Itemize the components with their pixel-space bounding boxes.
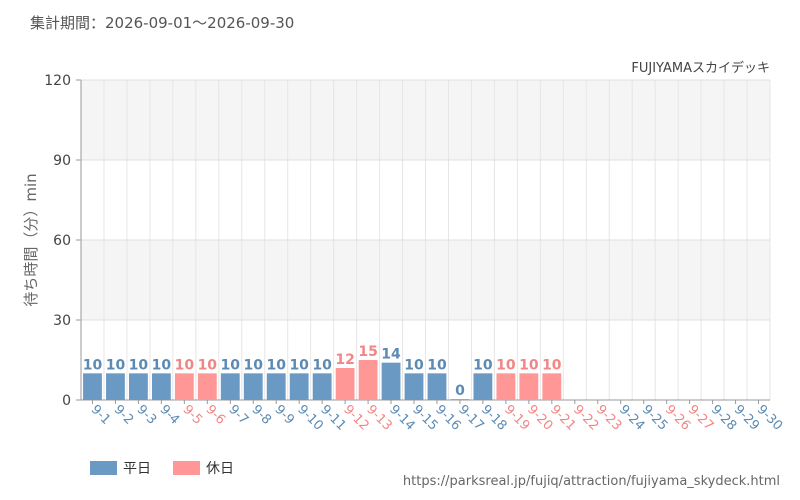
value-label-9-4: 10 <box>152 357 172 373</box>
x-tick-label-9-3: 9-3 <box>134 402 160 428</box>
y-tick-label: 120 <box>44 73 71 89</box>
value-label-9-16: 10 <box>427 357 447 373</box>
x-tick-label-9-8: 9-8 <box>248 402 274 428</box>
legend-holiday: 休日 <box>173 458 234 478</box>
value-label-9-3: 10 <box>129 357 149 373</box>
wait-time-bar-chart: 0306090120待ち時間（分）minFUJIYAMAスカイデッキ109-11… <box>22 60 785 434</box>
period-text: 集計期間：2026-09-01～2026-09-30 <box>30 14 295 32</box>
x-tick-label-9-5: 9-5 <box>180 402 206 428</box>
value-label-9-1: 10 <box>83 357 103 373</box>
x-tick-label-9-2: 9-2 <box>111 402 137 428</box>
value-label-9-6: 10 <box>198 357 218 373</box>
value-label-9-18: 10 <box>473 357 493 373</box>
bar-9-14 <box>381 362 401 400</box>
value-label-9-10: 10 <box>289 357 309 373</box>
value-label-9-11: 10 <box>312 357 332 373</box>
x-tick-label-9-6: 9-6 <box>202 402 228 428</box>
x-tick-label-9-10: 9-10 <box>294 402 325 433</box>
bar-9-13 <box>358 360 378 400</box>
value-label-9-2: 10 <box>106 357 126 373</box>
legend-weekday-label: 平日 <box>123 461 151 477</box>
bar-9-21 <box>542 373 562 400</box>
value-label-9-7: 10 <box>221 357 241 373</box>
bar-9-6 <box>197 373 217 400</box>
bar-9-3 <box>129 373 148 400</box>
value-label-9-21: 10 <box>542 357 562 373</box>
bar-9-17 <box>450 399 470 400</box>
bar-9-7 <box>220 373 240 400</box>
value-label-9-12: 12 <box>335 352 354 368</box>
legend-weekday-swatch <box>90 461 117 475</box>
legend-weekday: 平日 <box>90 458 151 478</box>
bar-9-15 <box>404 373 424 400</box>
y-tick-label: 90 <box>53 153 71 169</box>
y-axis-label: 待ち時間（分）min <box>22 173 40 306</box>
chart-title: FUJIYAMAスカイデッキ <box>631 60 770 76</box>
bar-9-4 <box>151 373 171 400</box>
x-tick-label-9-4: 9-4 <box>157 402 183 428</box>
bar-9-18 <box>473 373 493 400</box>
value-label-9-17: 0 <box>455 383 465 399</box>
bar-9-12 <box>335 368 355 400</box>
bar-9-20 <box>519 373 539 400</box>
value-label-9-15: 10 <box>404 357 424 373</box>
bar-9-1 <box>83 373 102 400</box>
legend-holiday-swatch <box>173 461 200 475</box>
value-label-9-19: 10 <box>496 357 516 373</box>
bar-9-9 <box>266 373 286 400</box>
value-label-9-8: 10 <box>244 357 264 373</box>
x-tick-label-9-7: 9-7 <box>225 402 251 428</box>
y-tick-label: 0 <box>62 393 71 409</box>
value-label-9-14: 14 <box>381 347 401 363</box>
value-label-9-5: 10 <box>175 357 195 373</box>
value-label-9-20: 10 <box>519 357 539 373</box>
bar-9-19 <box>496 373 516 400</box>
bar-9-16 <box>427 373 447 400</box>
bar-9-11 <box>312 373 332 400</box>
legend: 平日 休日 <box>90 458 234 478</box>
value-label-9-13: 15 <box>358 344 377 360</box>
bar-9-5 <box>174 373 194 400</box>
source-url: https://parksreal.jp/fujiq/attraction/fu… <box>402 474 780 489</box>
legend-holiday-label: 休日 <box>206 461 234 477</box>
bar-9-2 <box>106 373 125 400</box>
y-tick-label: 30 <box>53 313 71 329</box>
value-label-9-9: 10 <box>266 357 286 373</box>
x-tick-label-9-1: 9-1 <box>88 402 114 428</box>
y-tick-label: 60 <box>53 233 71 249</box>
bar-9-8 <box>243 373 263 400</box>
x-tick-label-9-9: 9-9 <box>271 402 297 428</box>
bar-9-10 <box>289 373 309 400</box>
